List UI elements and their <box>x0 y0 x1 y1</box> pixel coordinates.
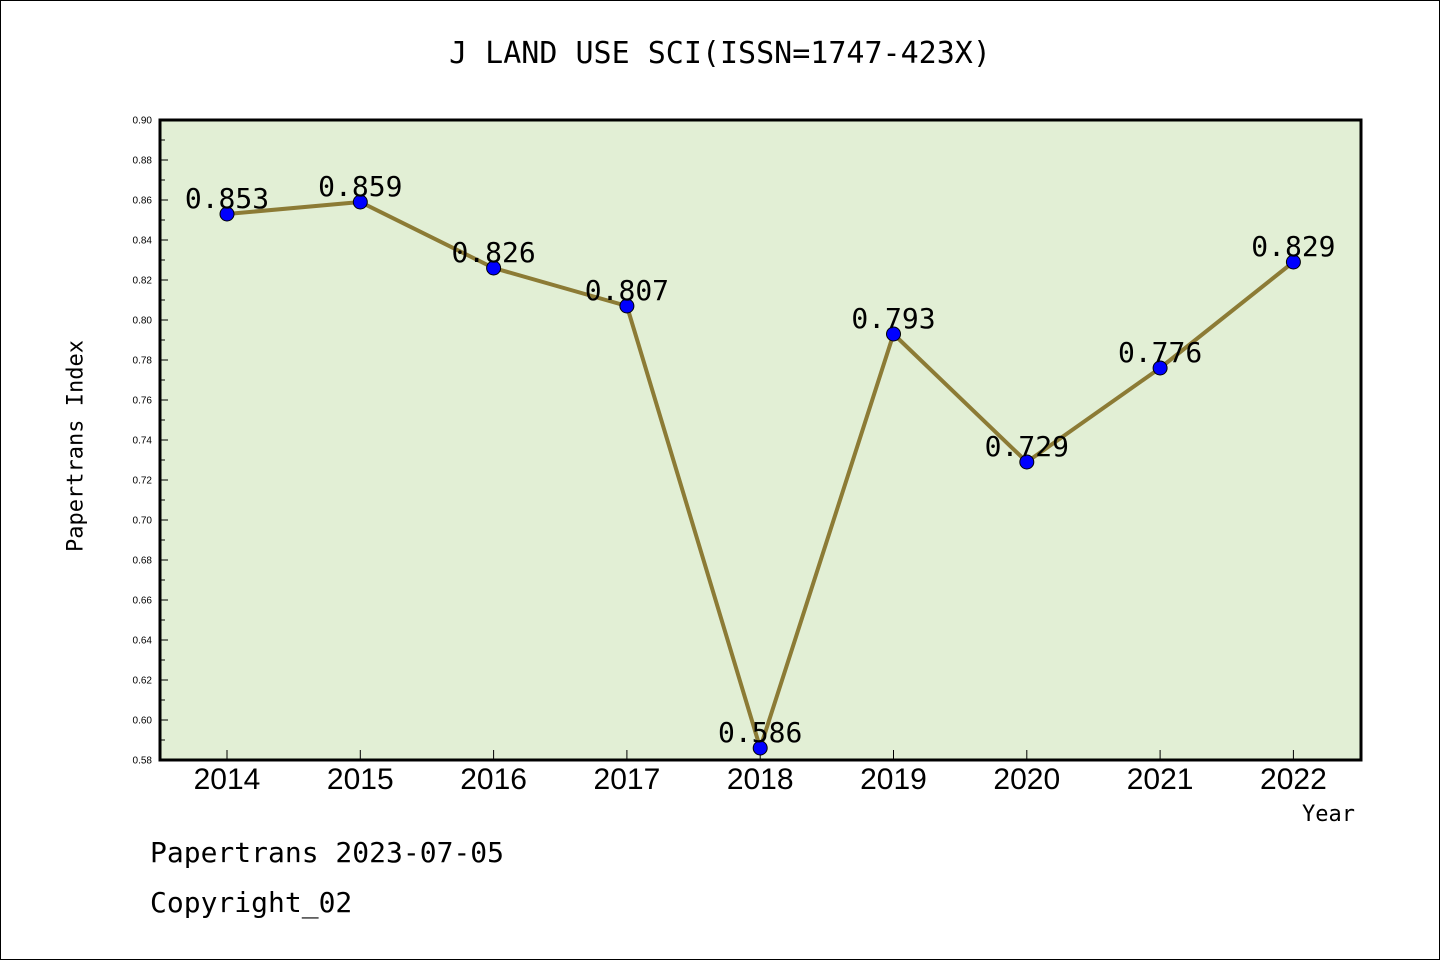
y-tick-label: 0.86 <box>133 196 153 207</box>
data-label: 0.859 <box>318 170 402 203</box>
x-tick-label: 2021 <box>1127 763 1194 796</box>
data-point <box>752 740 768 756</box>
data-point <box>1152 360 1168 376</box>
x-tick-label: 2015 <box>327 763 394 796</box>
x-tick-label: 2016 <box>460 763 527 796</box>
x-tick-label: 2020 <box>993 763 1060 796</box>
data-point <box>1285 254 1301 270</box>
y-tick-label: 0.68 <box>133 556 153 567</box>
data-point <box>1019 454 1035 470</box>
y-tick-label: 0.82 <box>133 276 153 287</box>
y-tick-label: 0.62 <box>133 676 153 687</box>
data-point <box>486 260 502 276</box>
x-tick-label: 2022 <box>1260 763 1327 796</box>
data-label: 0.807 <box>585 274 669 307</box>
data-label: 0.793 <box>851 302 935 335</box>
plot-area <box>160 120 1361 760</box>
data-point <box>619 298 635 314</box>
y-tick-label: 0.64 <box>133 636 153 647</box>
data-labels: 0.853 0.859 0.826 0.807 0.586 0.793 0.729 0.776… <box>185 170 1336 749</box>
y-axis: 0.58 0.60 0.62 0.64 0.66 0.68 0.70 0.72 0.74 0.76… <box>133 116 168 767</box>
chart-title: J LAND USE SCI(ISSN=1747-423X) <box>449 36 991 71</box>
data-label: 0.586 <box>718 716 802 749</box>
y-tick-label: 0.90 <box>133 116 153 127</box>
x-tick-label: 2019 <box>860 763 927 796</box>
data-point <box>352 194 368 210</box>
y-tick-label: 0.84 <box>133 236 153 247</box>
y-tick-label: 0.66 <box>133 596 153 607</box>
x-axis: 2014 2015 2016 2017 2018 2019 2020 2021 2022 <box>194 750 1327 796</box>
series-markers <box>219 194 1301 756</box>
y-tick-label: 0.78 <box>133 356 153 367</box>
footer-copyright: Copyright_02 <box>150 886 353 919</box>
plot-border <box>158 118 1363 762</box>
data-label: 0.829 <box>1251 230 1335 263</box>
data-label: 0.853 <box>185 182 269 215</box>
y-tick-label: 0.58 <box>133 756 153 767</box>
x-tick-label: 2014 <box>194 763 261 796</box>
footer-date: Papertrans 2023-07-05 <box>150 836 505 869</box>
y-tick-label: 0.60 <box>133 716 153 727</box>
data-label: 0.729 <box>985 430 1069 463</box>
y-tick-label: 0.88 <box>133 156 153 167</box>
data-point <box>886 326 901 342</box>
y-tick-label: 0.76 <box>133 396 153 407</box>
y-tick-label: 0.80 <box>133 316 153 327</box>
x-tick-label: 2018 <box>727 763 794 796</box>
data-point <box>219 206 235 222</box>
data-label: 0.826 <box>451 236 535 269</box>
x-tick-label: 2017 <box>594 763 661 796</box>
x-axis-label: Year <box>1302 802 1355 827</box>
data-label: 0.776 <box>1118 336 1202 369</box>
y-tick-label: 0.70 <box>133 516 153 527</box>
y-tick-label: 0.74 <box>133 436 153 447</box>
y-tick-label: 0.72 <box>133 476 153 487</box>
